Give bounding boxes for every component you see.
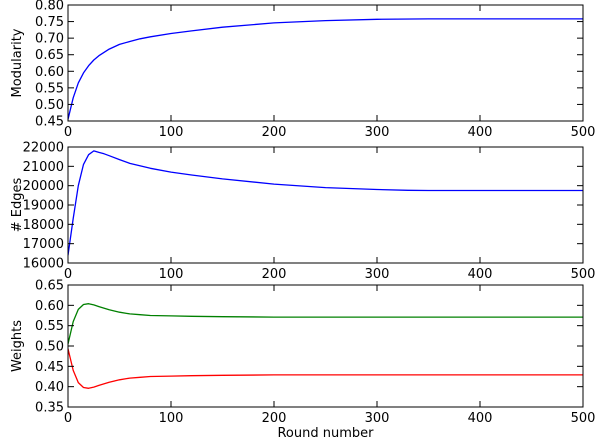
y-tick-label: 0.75	[35, 15, 64, 30]
axes-frame	[67, 4, 584, 122]
x-tick-label: 300	[365, 267, 390, 282]
panel-1: 0 100 200 300 400 500 0.45 0.50 0.550.60 0.650.70…	[10, 0, 595, 140]
x-tick-label: 0	[64, 125, 72, 140]
y-tick-label: 0.40	[35, 380, 64, 395]
y-tick-label: 20000	[23, 179, 64, 194]
x-tick-label: 400	[468, 267, 493, 282]
y-axis-label: Modularity	[10, 28, 25, 97]
series-line-1	[68, 303, 583, 345]
x-tick-label: 200	[262, 125, 287, 140]
series-line-2	[68, 348, 583, 389]
x-tick-label: 100	[159, 125, 184, 140]
x-tick-label: 0	[64, 267, 72, 282]
x-tick-label: 500	[571, 411, 596, 426]
x-tick-label: 400	[468, 411, 493, 426]
x-tick-label: 500	[571, 267, 596, 282]
y-tick-label: 0.55	[35, 81, 64, 96]
y-tick-label: 0.80	[35, 0, 64, 14]
panel-3: 0 100 200 300 400 500 0.35 0.40 0.45 0.50 0.55 0.60…	[10, 279, 595, 440]
series-line-1	[68, 150, 583, 256]
series-line-1	[68, 18, 583, 120]
y-tick-label: 0.60	[35, 65, 64, 80]
x-tick-label: 200	[262, 411, 287, 426]
x-axis-label: Round number	[277, 426, 374, 440]
x-tick-label: 300	[365, 125, 390, 140]
x-tick-label: 500	[571, 125, 596, 140]
y-tick-label: 19000	[23, 199, 64, 214]
y-tick-label: 18000	[23, 218, 64, 233]
y-tick-label: 22000	[23, 141, 64, 156]
y-tick-label: 0.45	[35, 115, 64, 130]
y-tick-label: 0.45	[35, 360, 64, 375]
y-tick-label: 0.55	[35, 319, 64, 334]
y-axis-label: # Edges	[10, 178, 25, 233]
x-tick-label: 200	[262, 267, 287, 282]
x-tick-label: 400	[468, 125, 493, 140]
y-tick-label: 0.50	[35, 340, 64, 355]
y-tick-label: 21000	[23, 160, 64, 175]
y-tick-label: 0.65	[35, 48, 64, 63]
y-axis-label: Weights	[10, 320, 25, 372]
y-tick-label: 16000	[23, 257, 64, 272]
y-tick-label: 0.65	[35, 279, 64, 294]
x-tick-label: 100	[159, 267, 184, 282]
y-tick-label: 17000	[23, 237, 64, 252]
x-tick-label: 100	[159, 411, 184, 426]
y-tick-label: 0.70	[35, 32, 64, 47]
panel-2: 0 100 200 300 400 500 16000 17000 18000 19000 2000…	[10, 141, 595, 283]
x-tick-label: 0	[64, 411, 72, 426]
y-tick-label: 0.60	[35, 299, 64, 314]
y-tick-label: 0.50	[35, 98, 64, 113]
x-tick-label: 300	[365, 411, 390, 426]
y-tick-label: 0.35	[35, 401, 64, 416]
